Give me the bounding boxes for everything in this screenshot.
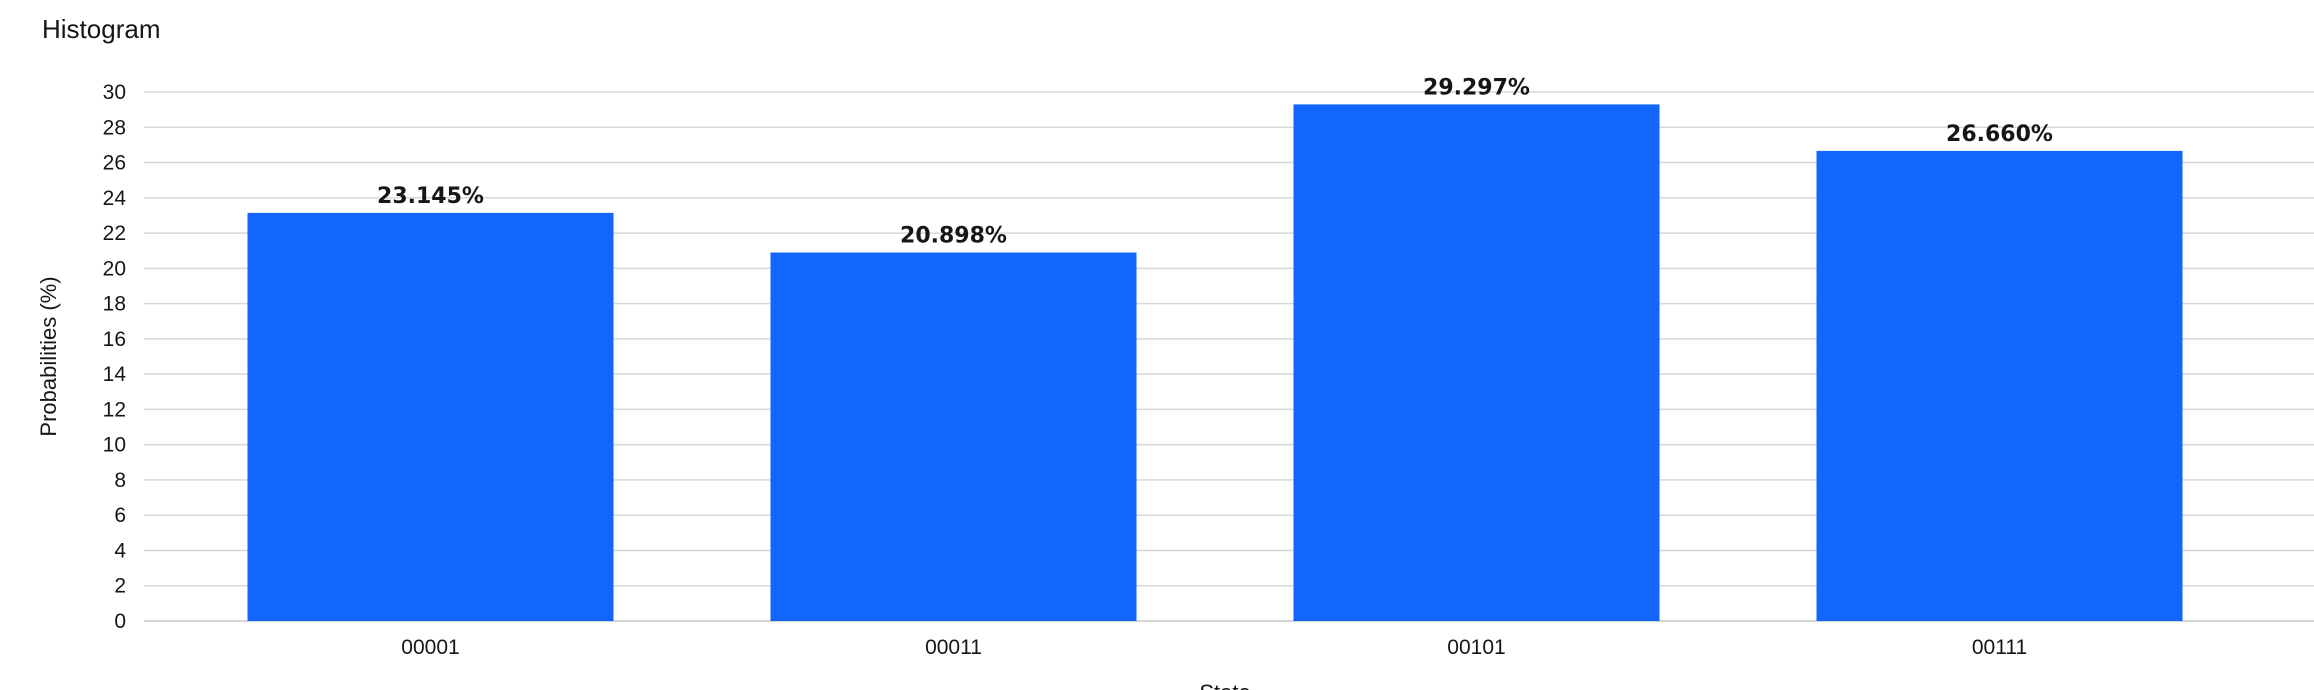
chart-title: Histogram bbox=[42, 14, 161, 44]
data-label: 23.145% bbox=[377, 184, 484, 209]
data-label: 20.898% bbox=[900, 223, 1007, 248]
x-axis-ticks: 00001 00011 00101 00111 bbox=[401, 636, 2027, 659]
y-tick-label: 0 bbox=[114, 610, 126, 633]
y-tick-label: 10 bbox=[103, 434, 126, 457]
bar-00111[interactable] bbox=[1816, 150, 2183, 622]
y-tick-label: 2 bbox=[114, 575, 126, 598]
x-tick-label: 00101 bbox=[1447, 636, 1505, 659]
x-tick-label: 00111 bbox=[1972, 636, 2027, 659]
bar-00101[interactable] bbox=[1293, 104, 1660, 621]
data-label: 29.297% bbox=[1423, 75, 1530, 100]
data-label: 26.660% bbox=[1946, 122, 2053, 147]
y-axis-label: Probabilities (%) bbox=[36, 276, 61, 436]
y-tick-label: 16 bbox=[103, 328, 126, 351]
y-tick-label: 26 bbox=[103, 152, 126, 175]
y-tick-label: 18 bbox=[103, 293, 126, 316]
bar-00001[interactable] bbox=[247, 212, 614, 621]
x-axis-label: State bbox=[1199, 680, 1250, 690]
y-tick-label: 14 bbox=[103, 363, 127, 386]
y-tick-label: 24 bbox=[103, 187, 127, 210]
y-tick-label: 6 bbox=[114, 504, 126, 527]
y-tick-label: 12 bbox=[103, 398, 126, 421]
y-tick-label: 22 bbox=[103, 222, 126, 245]
y-tick-label: 28 bbox=[103, 116, 126, 139]
y-tick-label: 20 bbox=[103, 257, 126, 280]
y-tick-label: 30 bbox=[103, 81, 126, 104]
x-tick-label: 00011 bbox=[925, 636, 982, 659]
data-labels: 23.145% 20.898% 29.297% 26.660% bbox=[377, 75, 2053, 248]
x-tick-label: 00001 bbox=[401, 636, 459, 659]
bars bbox=[247, 104, 2183, 622]
bar-00011[interactable] bbox=[770, 252, 1137, 621]
y-tick-label: 4 bbox=[114, 539, 126, 562]
y-tick-label: 8 bbox=[114, 469, 126, 492]
